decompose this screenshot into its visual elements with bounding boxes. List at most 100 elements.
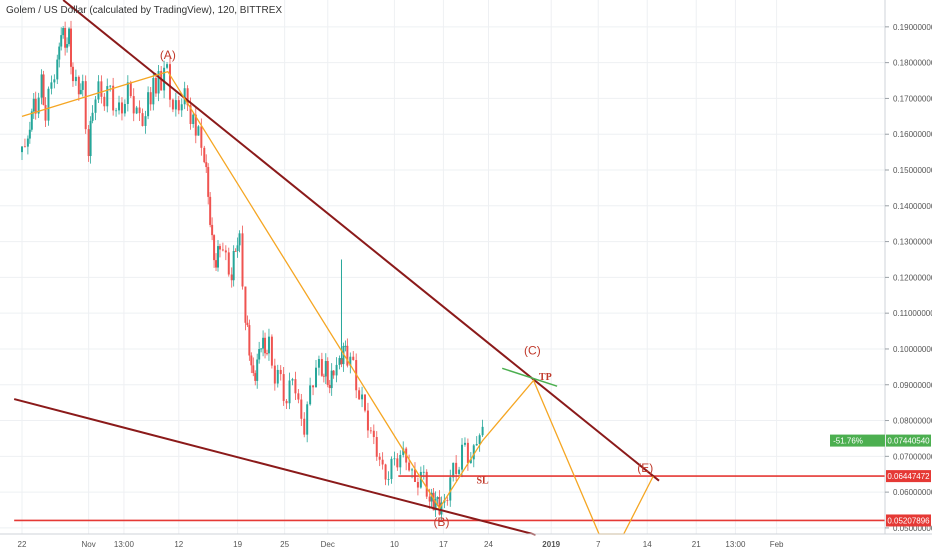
candle-body bbox=[276, 369, 279, 384]
candle-body bbox=[42, 74, 45, 105]
target-zone-line[interactable] bbox=[501, 367, 558, 387]
candle-body bbox=[200, 126, 203, 148]
time-tick-label: 7 bbox=[596, 540, 601, 549]
price-tick-label: 0.06000000 bbox=[893, 488, 932, 497]
elliott-wave-path[interactable] bbox=[21, 70, 654, 535]
candle-body bbox=[213, 235, 216, 261]
wave-label[interactable]: (B) bbox=[433, 515, 449, 529]
candle-body bbox=[390, 458, 393, 480]
candle-body bbox=[74, 76, 77, 82]
candle-body bbox=[315, 367, 317, 388]
candle-body bbox=[221, 249, 224, 251]
candle-body bbox=[352, 356, 355, 361]
price-tick-label: 0.16000000 bbox=[893, 130, 932, 139]
price-tick-label: 0.11000000 bbox=[893, 309, 932, 318]
candle-body bbox=[322, 375, 325, 377]
candle-body bbox=[361, 394, 364, 400]
time-tick-label: 24 bbox=[484, 540, 493, 549]
price-tag bbox=[886, 434, 931, 447]
candle-body bbox=[21, 146, 23, 153]
candle-body bbox=[338, 358, 341, 365]
grid bbox=[0, 0, 885, 534]
price-tag-connector bbox=[866, 434, 885, 447]
candle-body bbox=[244, 286, 247, 323]
trendline[interactable] bbox=[62, 0, 660, 482]
candle-body bbox=[297, 393, 300, 400]
candle-body bbox=[147, 92, 150, 117]
candle-body bbox=[396, 458, 399, 468]
trendline[interactable] bbox=[13, 398, 536, 536]
candle-body bbox=[50, 82, 53, 89]
price-tag-label: 0.07440540 bbox=[887, 437, 930, 446]
candle-body bbox=[430, 492, 433, 502]
candle-body bbox=[469, 459, 472, 464]
candle-body bbox=[306, 404, 309, 435]
candle-body bbox=[317, 359, 320, 368]
candle-body bbox=[23, 146, 26, 148]
candle-body bbox=[194, 114, 197, 136]
candle-body bbox=[218, 246, 221, 250]
candle-body bbox=[152, 77, 155, 105]
candle-body bbox=[30, 111, 33, 130]
candle-body bbox=[215, 260, 218, 268]
candle-body bbox=[262, 337, 265, 349]
price-tick-label: 0.15000000 bbox=[893, 166, 932, 175]
candle-body bbox=[402, 448, 405, 455]
price-tag-label: 0.05207896 bbox=[887, 516, 930, 525]
candle-body bbox=[66, 44, 69, 48]
candle-body bbox=[207, 167, 210, 197]
time-tick-label: 13:00 bbox=[725, 540, 746, 549]
candle-body bbox=[312, 385, 315, 388]
price-tick-label: 0.14000000 bbox=[893, 202, 932, 211]
candle-body bbox=[246, 322, 249, 326]
time-tick-label: 2019 bbox=[542, 540, 560, 549]
candle-body bbox=[320, 359, 323, 376]
time-tick-label: 17 bbox=[439, 540, 448, 549]
candle-body bbox=[77, 76, 80, 95]
candle-body bbox=[452, 462, 455, 478]
candle-body bbox=[393, 458, 396, 460]
candle-body bbox=[89, 120, 92, 157]
candle-body bbox=[177, 100, 180, 111]
candle-body bbox=[163, 67, 166, 91]
candle-body bbox=[203, 147, 206, 163]
wave-label[interactable]: (E) bbox=[637, 461, 653, 475]
candle-body bbox=[273, 365, 276, 384]
time-tick-label: 21 bbox=[692, 540, 701, 549]
candle-body bbox=[285, 400, 288, 404]
candle-body bbox=[171, 99, 174, 110]
price-axis[interactable]: 0.05000000 0.06000000 0.07000000 0.08000000… bbox=[830, 23, 932, 533]
candle-body bbox=[224, 250, 227, 253]
candle-body bbox=[411, 469, 414, 471]
candle-body bbox=[205, 162, 208, 168]
candle-body bbox=[372, 430, 375, 438]
candle-body bbox=[87, 129, 90, 157]
take-profit-label[interactable]: TP bbox=[539, 372, 552, 383]
wave-label[interactable]: (A) bbox=[160, 48, 176, 62]
time-axis[interactable]: 22 Nov 13:00 12 19 25 Dec 10 17 24 2019 7 14 21 13:00 F… bbox=[18, 540, 784, 549]
candle-body bbox=[375, 437, 378, 457]
candle-body bbox=[438, 497, 441, 515]
wave-label[interactable]: (C) bbox=[524, 343, 541, 357]
candle-body bbox=[112, 85, 115, 111]
candle-body bbox=[168, 64, 171, 100]
candle-body bbox=[294, 379, 297, 394]
percent-change-badge bbox=[830, 434, 866, 447]
candle-body bbox=[425, 471, 428, 497]
candles bbox=[21, 20, 484, 521]
candle-body bbox=[250, 355, 253, 366]
candle-body bbox=[211, 224, 214, 236]
candle-body bbox=[428, 496, 431, 502]
candle-body bbox=[369, 430, 372, 432]
candle-body bbox=[149, 92, 152, 105]
candle-body bbox=[364, 394, 366, 411]
candle-body bbox=[230, 274, 233, 281]
stop-loss-label[interactable]: SL bbox=[476, 476, 489, 487]
candle-body bbox=[335, 364, 338, 376]
candle-body bbox=[103, 96, 106, 107]
candle-body bbox=[463, 442, 466, 445]
candle-body bbox=[241, 233, 244, 287]
candle-body bbox=[197, 126, 200, 136]
candle-body bbox=[118, 102, 121, 111]
